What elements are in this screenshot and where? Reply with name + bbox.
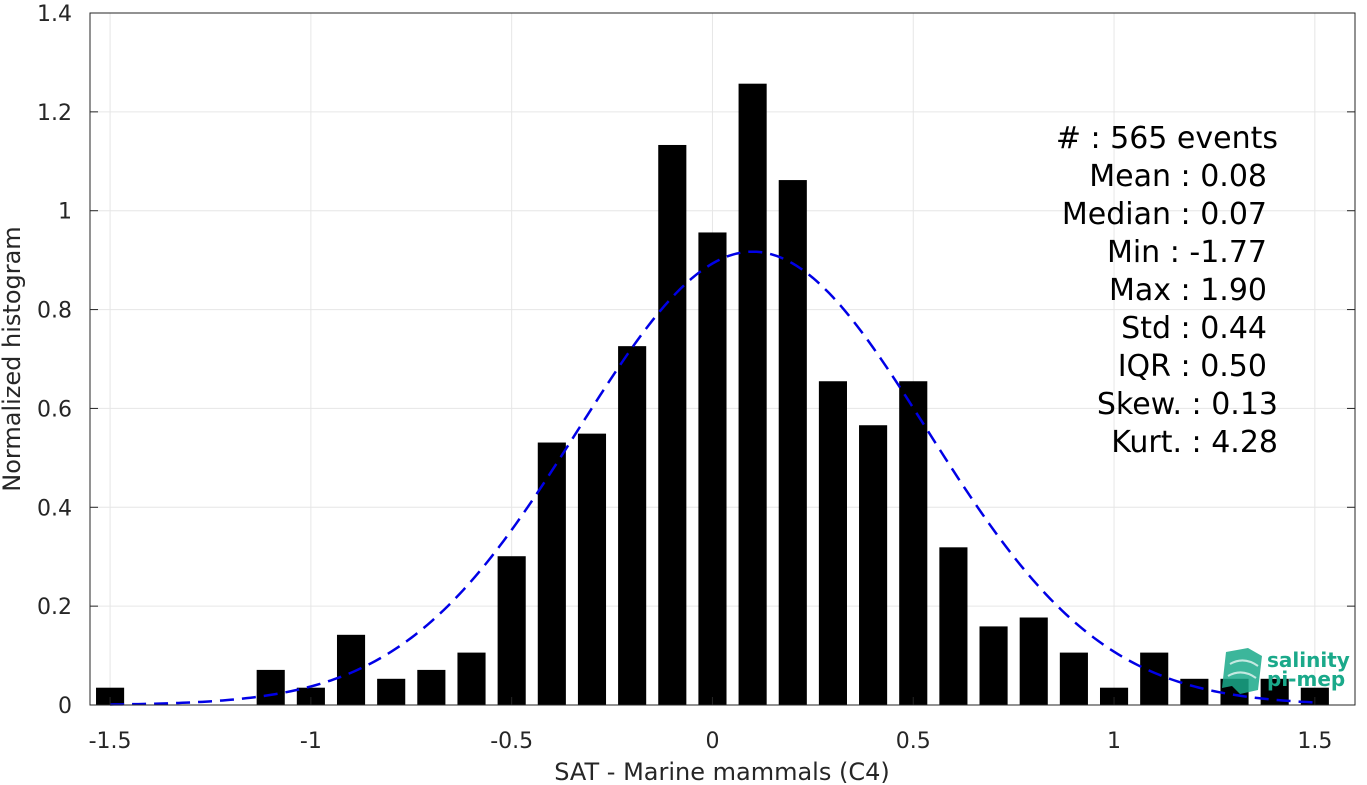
histogram-bars [96,83,1329,705]
histogram-bar [1140,652,1169,705]
y-tick-label: 1.4 [37,2,72,27]
histogram-bar [818,381,847,705]
histogram-bar [1180,678,1209,705]
x-tick-label: -0.5 [490,729,533,754]
histogram-bar [457,652,486,705]
y-tick-label: 0.4 [37,496,72,521]
x-tick-label: 0 [705,729,719,754]
logo-shape-icon [1222,648,1262,694]
histogram-bar [979,626,1008,705]
logo-text-pimep: pi-mep [1267,667,1345,691]
x-tick-label: 1 [1107,729,1121,754]
histogram-bar [96,687,125,705]
histogram-bar [377,678,406,705]
stat-median: Median : 0.07 [1062,197,1267,232]
logo-text-salinity: salinity [1267,648,1350,672]
histogram-bar [577,433,607,705]
histogram-bar [417,669,446,705]
stat-std: Std : 0.44 [1121,311,1267,346]
y-axis-label: Normalized histogram [0,226,26,491]
y-tick-label: 0.2 [37,595,72,620]
normal-fit-curve [110,250,1315,706]
x-tick-label: 0.5 [896,729,931,754]
y-tick-label: 0.8 [37,299,72,324]
histogram-bar [939,547,968,705]
plot-box [89,12,1356,706]
histogram-bar [537,442,566,705]
y-tick-label: 1.2 [37,101,72,126]
stat-min: Min : -1.77 [1107,235,1267,270]
histogram-bar [899,381,928,705]
histogram-bar [1059,652,1088,705]
histogram-bar [698,232,727,705]
stat-mean: Mean : 0.08 [1089,159,1267,194]
x-axis-ticks: -1.5 -1 -0.5 0 0.5 1 1.5 [89,697,1332,754]
stat-iqr: IQR : 0.50 [1118,349,1267,384]
y-tick-label: 0 [58,694,72,719]
histogram-bar [1099,687,1129,705]
x-axis-label: SAT - Marine mammals (C4) [554,758,889,785]
y-tick-label: 1 [58,200,72,225]
grid-lines [90,12,1355,706]
x-tick-label: -1 [300,729,322,754]
histogram-bar [658,144,687,705]
histogram-bar [497,556,526,705]
histogram-bar [618,346,647,705]
stat-skew: Skew. : 0.13 [1097,387,1278,422]
histogram-bar [738,83,767,705]
histogram-bar [256,669,285,705]
stats-annotation: # : 565 events Mean : 0.08 Median : 0.07… [1056,121,1278,460]
y-axis-ticks: 0 0.2 0.4 0.6 0.8 1 1.2 1.4 [37,2,1355,719]
histogram-bar [778,180,807,705]
histogram-bar [336,634,366,705]
y-tick-label: 0.6 [37,397,72,422]
salinity-pimep-logo: salinity pi-mep [1222,648,1350,694]
histogram-bar [1019,617,1048,705]
histogram-bar [1300,687,1329,705]
x-tick-label: 1.5 [1297,729,1332,754]
stat-kurt: Kurt. : 4.28 [1111,425,1278,460]
logo-wave-icon [1227,659,1259,679]
x-tick-label: -1.5 [89,729,132,754]
histogram-bar [296,687,325,705]
stat-max: Max : 1.90 [1109,273,1267,308]
stat-events: # : 565 events [1056,121,1278,156]
histogram-bar [859,425,888,705]
